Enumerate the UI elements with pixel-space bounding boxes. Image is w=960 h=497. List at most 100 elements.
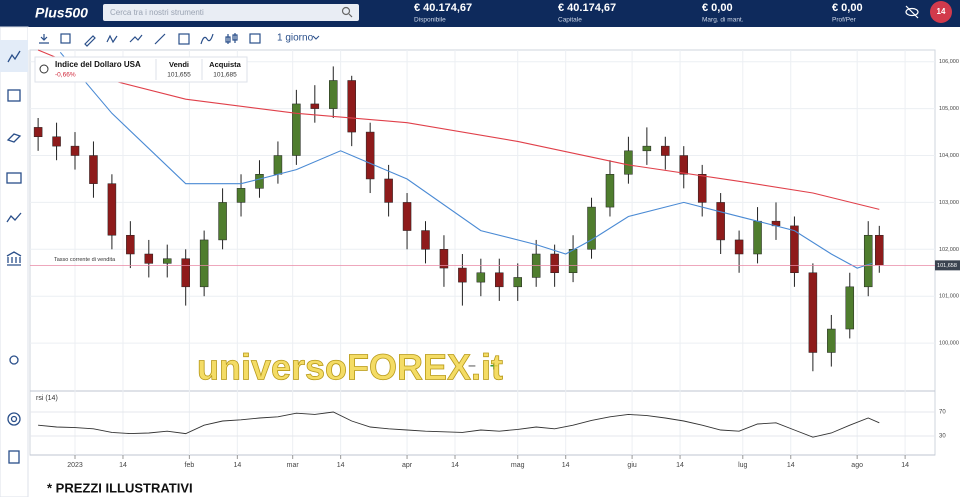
x-tick-label: 14 [676, 462, 684, 469]
x-tick-label: 14 [337, 462, 345, 469]
search-icon [341, 6, 351, 16]
sell-label[interactable]: Vendi [169, 60, 189, 69]
x-tick-label: 14 [787, 462, 795, 469]
y-tick-label: 105,000 [939, 106, 959, 112]
candle-body [697, 174, 707, 203]
candle-body [199, 239, 209, 288]
info-box [34, 56, 248, 83]
candle-body [126, 234, 135, 255]
candle-body [107, 183, 117, 236]
candle-body [33, 127, 43, 138]
x-tick-label: mar [287, 462, 300, 469]
candle-body [827, 328, 836, 353]
rsi-line [38, 411, 880, 438]
candle-body [587, 206, 596, 250]
candle-body [550, 253, 559, 274]
candle-body [624, 150, 633, 175]
moving-average [37, 49, 880, 210]
candle-body [329, 80, 338, 109]
stat-value: € 40.174,67 [558, 2, 616, 14]
search-icon [348, 13, 353, 18]
candle-body [52, 136, 61, 147]
candle-body [292, 103, 301, 156]
candle-body [863, 234, 873, 288]
plot-area [29, 49, 936, 456]
candle-body [495, 272, 504, 288]
stat-label: Marg. di mant. [702, 17, 744, 24]
candle-body [439, 249, 449, 269]
buy-label[interactable]: Acquista [209, 60, 242, 69]
candle-body [458, 267, 467, 283]
logo[interactable]: Plus500 [35, 5, 88, 21]
candle-body [753, 220, 762, 255]
search-box[interactable] [103, 4, 359, 21]
notification-badge[interactable] [930, 1, 952, 23]
x-tick-label: giu [627, 462, 636, 469]
toolbar [28, 27, 960, 50]
stat-value: € 40.174,67 [414, 2, 472, 14]
candle-body [181, 258, 190, 288]
candle-body [347, 80, 356, 133]
candle-body [273, 155, 283, 175]
candle-body [402, 202, 412, 231]
info-icon[interactable] [39, 64, 49, 74]
candle-body [568, 249, 578, 274]
stat-label: Prof/Per [832, 17, 857, 24]
y-tick-label: 102,000 [939, 247, 959, 253]
candle-body [845, 286, 855, 330]
x-tick-label: feb [185, 462, 195, 469]
sell-price[interactable]: 101,655 [167, 72, 191, 79]
badge-count: 14 [937, 7, 946, 16]
candle-body [236, 188, 246, 203]
stat-label: Capitale [558, 17, 582, 24]
x-tick-label: mag [511, 462, 525, 469]
candle-body [421, 230, 430, 250]
candle-body [513, 277, 522, 288]
x-tick-label: ago [851, 462, 863, 469]
y-tick-label: 106,000 [939, 59, 959, 65]
candle-body [605, 174, 615, 208]
toolbar-icons[interactable] [39, 33, 261, 47]
timeframe-selector[interactable]: 1 giorno [277, 33, 314, 44]
hide-icon[interactable] [905, 5, 919, 19]
x-tick-label: apr [402, 462, 413, 469]
candle-body [89, 155, 98, 184]
candle-body [875, 234, 884, 266]
sidebar [0, 26, 29, 497]
candle-body [70, 145, 80, 156]
rsi-tick-label: 30 [939, 434, 946, 440]
sidebar-icons[interactable] [6, 50, 22, 464]
current-price-tag [935, 260, 960, 271]
candle-body [642, 145, 652, 152]
dropdown-arrow[interactable] [312, 35, 320, 40]
buy-price[interactable]: 101,685 [213, 72, 237, 79]
candle-body [255, 174, 264, 189]
x-tick-label: lug [738, 462, 747, 469]
watermark: universoFOREX.it [197, 347, 503, 388]
candle-body [790, 225, 799, 274]
candle-body [218, 202, 227, 241]
stat-label: Disponibile [414, 17, 446, 24]
candle-body [679, 155, 689, 175]
candle-body [144, 253, 154, 264]
candle-body [365, 131, 375, 180]
candle-body [661, 145, 670, 156]
candle-body [734, 239, 744, 255]
moving-average [59, 51, 873, 269]
instrument-name: Indice del Dollaro USA [55, 60, 141, 69]
y-tick-label: 101,000 [939, 294, 959, 300]
current-price-label: 101,658 [937, 263, 957, 269]
current-price-caption: Tasso corrente di vendita [54, 257, 116, 263]
zoom-out[interactable]: − [468, 358, 476, 374]
sidebar-active[interactable] [0, 40, 28, 72]
x-tick-label: 14 [451, 462, 459, 469]
disclaimer: * PREZZI ILLUSTRATIVI [47, 480, 193, 495]
x-tick-label: 14 [119, 462, 127, 469]
y-tick-label: 104,000 [939, 153, 959, 159]
y-tick-label: 100,000 [939, 341, 959, 347]
candle-body [310, 103, 320, 109]
x-tick-label: 14 [562, 462, 570, 469]
zoom-in[interactable]: + [490, 358, 498, 374]
